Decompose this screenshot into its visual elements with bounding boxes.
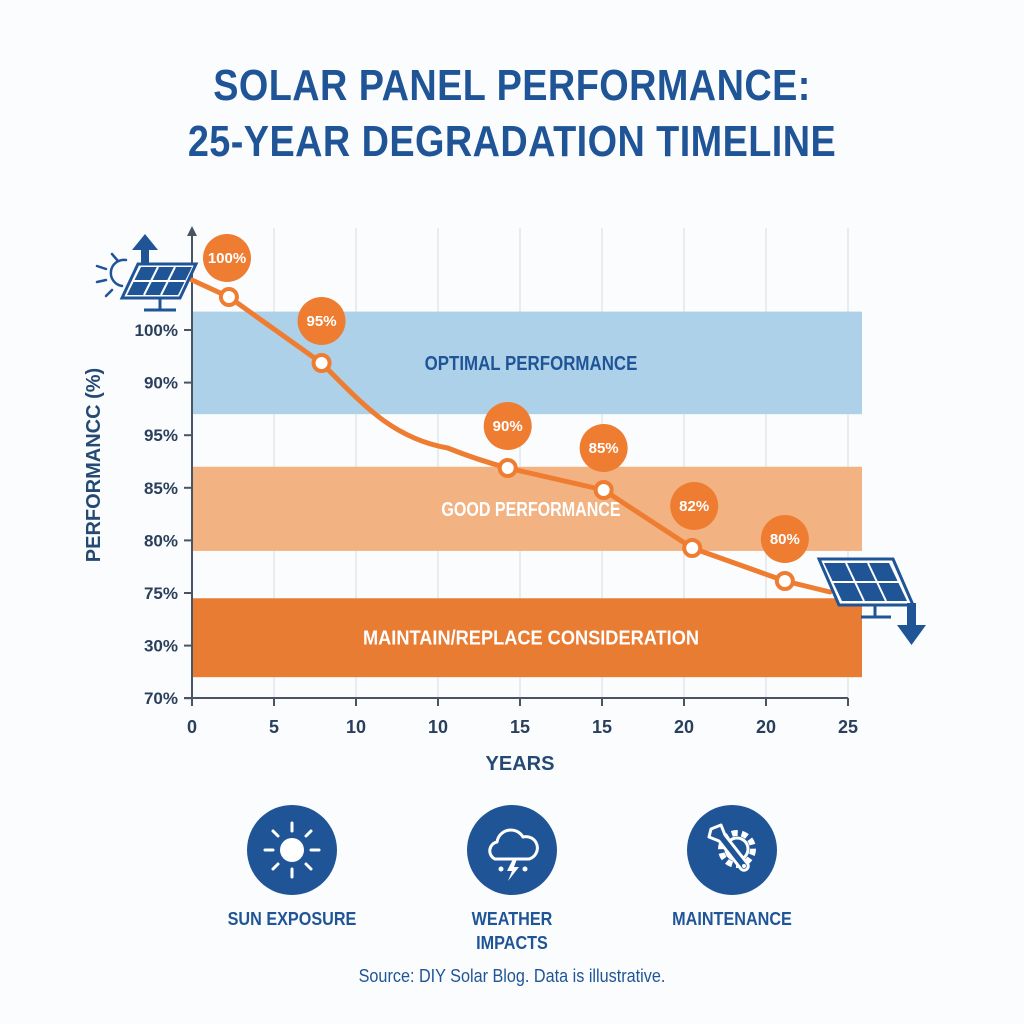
performance-band	[192, 466, 862, 551]
data-point	[593, 480, 614, 500]
data-label: 80%	[770, 531, 800, 548]
data-point	[497, 458, 518, 478]
y-tick-label: 30%	[144, 637, 178, 656]
y-tick-label: 95%	[144, 426, 178, 445]
y-tick-label: 75%	[144, 584, 178, 603]
y-tick-label: 80%	[144, 531, 178, 550]
y-tick-label: 100%	[135, 321, 178, 340]
data-point	[311, 353, 332, 373]
data-label-bubble	[483, 402, 532, 450]
y-tick-label: 90%	[144, 374, 178, 393]
storm-cloud-icon	[467, 805, 557, 895]
factor-label: WEATHER IMPACTS	[471, 909, 553, 953]
data-label: 100%	[208, 250, 246, 267]
band-label: GOOD PERFORMANCE	[441, 499, 620, 521]
sun-rays-icon	[95, 252, 128, 298]
data-point	[218, 287, 239, 307]
title-line-2: 25-YEAR DEGRADATION TIMELINE	[187, 117, 837, 166]
data-label: 82%	[679, 498, 709, 515]
x-tick-label: 10	[428, 717, 448, 737]
factor-label: MAINTENANCE	[672, 909, 792, 929]
axes	[184, 226, 848, 706]
x-tick-label: 25	[838, 717, 858, 737]
x-tick-label: 20	[756, 717, 776, 737]
factor-maintenance: MAINTENANCE	[632, 805, 832, 931]
factor-weather-impacts: WEATHER IMPACTS	[412, 805, 612, 955]
panel-icon	[119, 262, 199, 312]
solar-panel-up-icon	[95, 234, 199, 312]
data-label: 85%	[589, 440, 619, 457]
data-point	[682, 538, 703, 558]
factor-label: SUN EXPOSURE	[227, 909, 357, 929]
data-label-bubble	[579, 424, 628, 472]
x-tick-label: 20	[674, 717, 694, 737]
title-line-1: SOLAR PANEL PERFORMANCE:	[213, 61, 811, 110]
y-axis-arrow-icon	[187, 226, 197, 236]
band-label: MAINTAIN/REPLACE CONSIDERATION	[363, 628, 699, 650]
x-tick-label: 15	[592, 717, 612, 737]
wrench-gear-icon	[687, 805, 777, 895]
performance-bands: OPTIMAL PERFORMANCE GOOD PERFORMANCE MAINT…	[192, 311, 862, 678]
y-tick-label: 85%	[144, 479, 178, 498]
x-axis-title: YEARS	[486, 753, 555, 775]
performance-chart: OPTIMAL PERFORMANCE GOOD PERFORMANCE MAINT…	[83, 226, 926, 775]
data-label-bubble	[203, 234, 251, 282]
data-label-bubble	[297, 297, 346, 345]
data-label: 95%	[307, 313, 337, 330]
x-tick-label: 15	[510, 717, 530, 737]
y-axis-ticks: 100% 90% 95% 85% 80% 75% 30% 70%	[135, 321, 192, 708]
solar-panel-down-icon	[816, 557, 926, 645]
x-tick-label: 10	[346, 717, 366, 737]
data-point	[774, 571, 795, 591]
performance-band	[192, 598, 862, 678]
factor-sun-exposure: SUN EXPOSURE	[192, 805, 392, 931]
y-tick-label: 70%	[144, 689, 178, 708]
data-label-bubble	[670, 482, 719, 530]
y-axis-title: PERFORMANCC (%)	[83, 368, 105, 562]
band-label: OPTIMAL PERFORMANCE	[425, 353, 638, 375]
chart-title: SOLAR PANEL PERFORMANCE: 25-YEAR DEGRADA…	[72, 58, 953, 170]
down-arrow-icon	[897, 603, 926, 645]
x-axis-ticks: 0 5 10 10 15 15 20 20 25	[187, 698, 858, 737]
up-arrow-icon	[132, 234, 158, 270]
source-note: Source: DIY Solar Blog. Data is illustra…	[358, 966, 666, 986]
x-tick-label: 0	[187, 717, 197, 737]
data-label: 90%	[493, 418, 523, 435]
sun-icon	[247, 805, 337, 895]
x-tick-label: 5	[269, 717, 279, 737]
performance-series: 100% 95% 90% 85% 82% 80%	[189, 234, 833, 595]
data-label-bubble	[760, 515, 809, 563]
